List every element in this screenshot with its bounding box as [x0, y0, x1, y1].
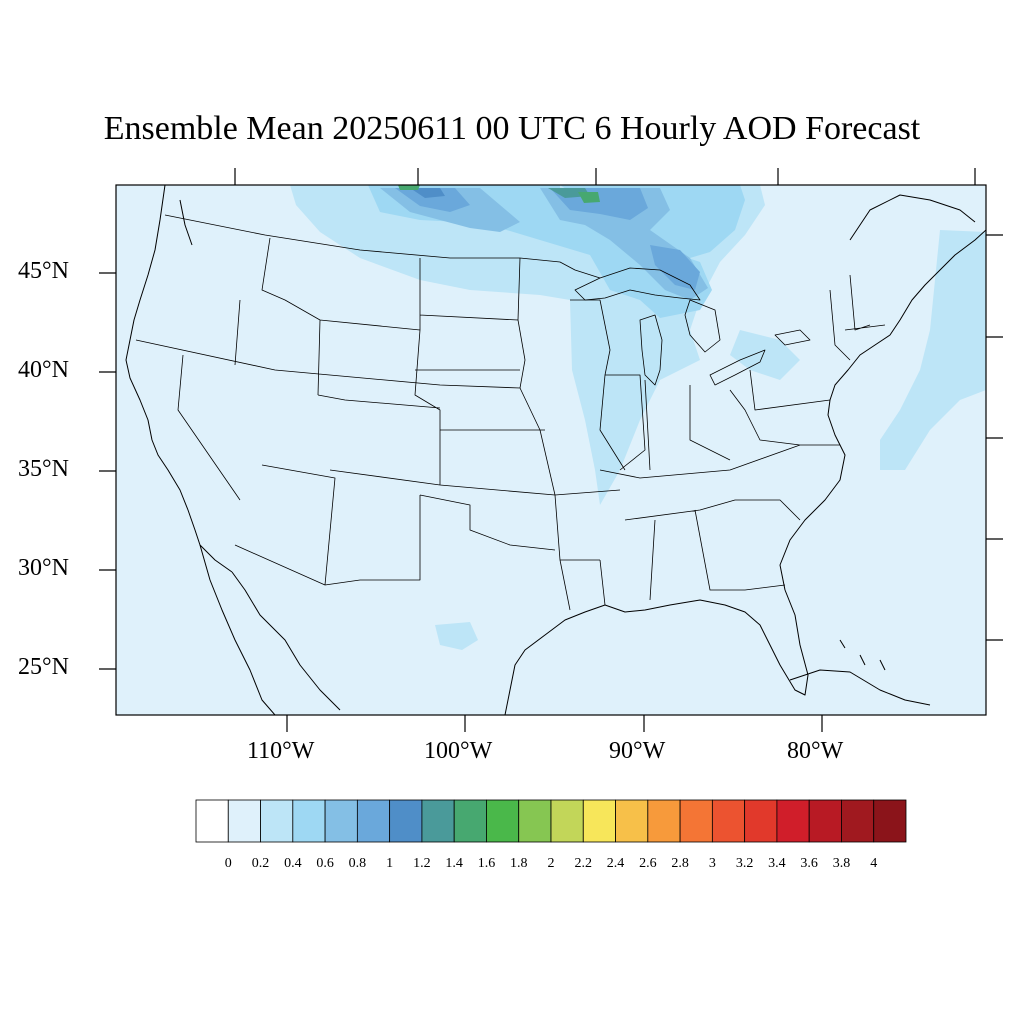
colorbar-tick-label: 0.4 [284, 856, 302, 871]
lat-label-45: 45°N [18, 258, 69, 284]
bahamas [839, 639, 886, 671]
colorbar-tick-label: 3.8 [832, 856, 851, 871]
colorbar-swatch [582, 799, 616, 843]
right-ticks [986, 234, 1003, 641]
lat-label-25: 25°N [18, 654, 69, 680]
colorbar-tick-label: 0.8 [348, 856, 367, 871]
colorbar-tick-label: 2.6 [639, 856, 657, 871]
cuba [789, 669, 931, 706]
colorbar-swatch [292, 799, 326, 843]
lon-label-100w: 100°W [424, 738, 493, 764]
lake-michigan [639, 314, 663, 386]
plume-level-1.0-c [650, 245, 700, 290]
colorbar-tick-label: 0.6 [316, 856, 334, 871]
canada-border [164, 214, 601, 279]
plume-level-1.0 [395, 188, 470, 212]
colorbar-tick-label: 3.4 [768, 856, 786, 871]
colorbar-tick-label: 1.6 [477, 856, 496, 871]
lon-label-80w: 80°W [787, 738, 844, 764]
colorbar-tick-label: 3.6 [800, 856, 818, 871]
colorbar [195, 799, 907, 843]
colorbar-swatch [776, 799, 810, 843]
colorbar-swatch [260, 799, 294, 843]
top-ticks [234, 168, 976, 185]
colorbar-tick-label: 1.2 [413, 856, 431, 871]
colorbar-swatch [550, 799, 584, 843]
colorbar-swatch [711, 799, 746, 843]
colorbar-tick-label: 1.4 [445, 856, 463, 871]
lon-label-110w: 110°W [247, 738, 315, 764]
colorbar-swatch [873, 799, 907, 843]
colorbar-tick-label: 2.2 [574, 856, 593, 871]
colorbar-tick-label: 3.2 [735, 856, 754, 871]
lake-erie [709, 349, 766, 386]
state-lines [135, 237, 886, 611]
colorbar-swatch [841, 799, 875, 843]
plume-level-0.4-texas [435, 622, 478, 650]
gulf-coastline [504, 589, 809, 715]
colorbar-tick-label: 4 [870, 856, 878, 871]
colorbar-swatch [486, 799, 520, 843]
map-border [115, 184, 987, 716]
lat-label-40: 40°N [18, 357, 69, 383]
colorbar-swatch [195, 799, 229, 843]
atlantic-coastline [779, 229, 986, 591]
colorbar-tick-label: 2.4 [606, 856, 625, 871]
aod-shading [290, 185, 986, 650]
lat-label-35: 35°N [18, 456, 69, 482]
canada-coast-east [849, 194, 976, 241]
lon-label-90w: 90°W [609, 738, 666, 764]
boundaries [125, 185, 986, 715]
colorbar-tick-label: 2 [547, 856, 555, 871]
lat-label-30: 30°N [18, 555, 69, 581]
title-area: Ensemble Mean 20250611 00 UTC 6 Hourly A… [0, 0, 1024, 170]
colorbar-swatch [389, 799, 423, 843]
colorbar-swatch [744, 799, 778, 843]
colorbar-tick-label: 1.8 [509, 856, 528, 871]
colorbar-tick-label: 0.2 [251, 856, 270, 871]
plume-level-1.2 [410, 188, 445, 198]
colorbar-tick-label: 2.8 [671, 856, 689, 871]
left-ticks [99, 272, 116, 670]
colorbar-swatch [679, 799, 713, 843]
plume-level-1.6-b [578, 192, 600, 203]
colorbar-swatch [227, 799, 261, 843]
baja-coastline [199, 544, 276, 715]
lake-ontario [774, 329, 811, 346]
colorbar-swatch [356, 799, 391, 843]
colorbar-swatch [421, 799, 455, 843]
colorbar-swatch [647, 799, 681, 843]
colorbar-tick-label: 3 [708, 856, 716, 871]
lake-huron [684, 299, 721, 353]
colorbar-swatch [453, 799, 487, 843]
colorbar-swatch [808, 799, 842, 843]
plume-level-1.6 [398, 185, 420, 190]
map-title: Ensemble Mean 20250611 00 UTC 6 Hourly A… [103, 110, 921, 147]
colorbar-swatch [615, 799, 649, 843]
colorbar-swatch [518, 799, 552, 843]
colorbar-tick-label: 0 [224, 856, 232, 871]
west-coastline [125, 185, 233, 573]
hudson-region [179, 199, 193, 246]
plume-level-1.4 [548, 188, 590, 198]
bottom-ticks [286, 715, 823, 732]
colorbar-tick-label: 1 [386, 856, 394, 871]
gulf-of-california [231, 571, 341, 711]
lake-superior [574, 267, 701, 301]
colorbar-swatch [324, 799, 358, 843]
plume-level-0.4-east [880, 230, 986, 470]
